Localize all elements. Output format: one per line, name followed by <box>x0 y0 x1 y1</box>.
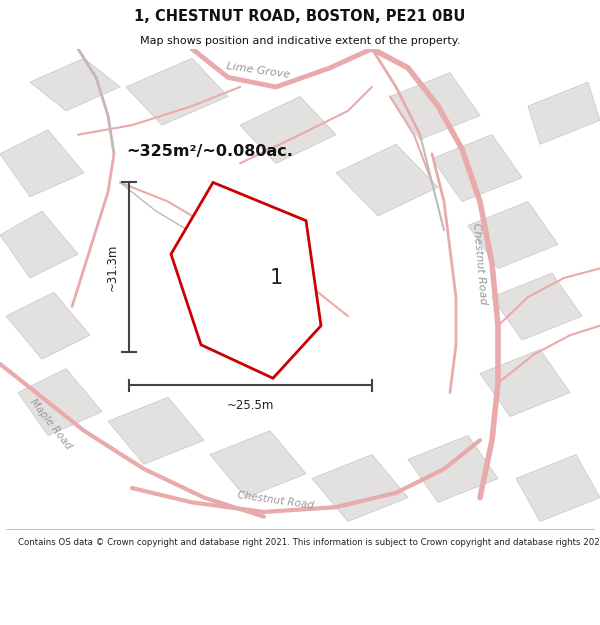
Polygon shape <box>390 72 480 139</box>
Polygon shape <box>432 135 522 201</box>
Polygon shape <box>516 454 600 521</box>
Text: ~325m²/~0.080ac.: ~325m²/~0.080ac. <box>126 144 293 159</box>
Polygon shape <box>468 201 558 268</box>
Polygon shape <box>0 130 84 197</box>
Text: 1: 1 <box>269 268 283 288</box>
Polygon shape <box>240 96 336 163</box>
Text: Map shows position and indicative extent of the property.: Map shows position and indicative extent… <box>140 36 460 46</box>
Polygon shape <box>126 58 228 125</box>
Text: Chestnut Road: Chestnut Road <box>237 489 315 510</box>
Polygon shape <box>528 82 600 144</box>
Polygon shape <box>6 292 90 359</box>
Text: Chestnut Road: Chestnut Road <box>472 222 488 305</box>
Text: Lime Grove: Lime Grove <box>226 61 290 79</box>
Polygon shape <box>336 144 438 216</box>
Polygon shape <box>18 369 102 436</box>
Polygon shape <box>312 454 408 521</box>
Polygon shape <box>0 211 78 278</box>
Polygon shape <box>480 349 570 416</box>
Text: Contains OS data © Crown copyright and database right 2021. This information is : Contains OS data © Crown copyright and d… <box>18 538 600 547</box>
Polygon shape <box>30 58 120 111</box>
Text: ~31.3m: ~31.3m <box>106 244 119 291</box>
Polygon shape <box>492 273 582 340</box>
Text: ~25.5m: ~25.5m <box>227 399 274 412</box>
Polygon shape <box>171 182 321 378</box>
Text: Maple Road: Maple Road <box>28 396 74 451</box>
Text: 1, CHESTNUT ROAD, BOSTON, PE21 0BU: 1, CHESTNUT ROAD, BOSTON, PE21 0BU <box>134 9 466 24</box>
Polygon shape <box>408 436 498 502</box>
Polygon shape <box>210 431 306 498</box>
Polygon shape <box>108 398 204 464</box>
